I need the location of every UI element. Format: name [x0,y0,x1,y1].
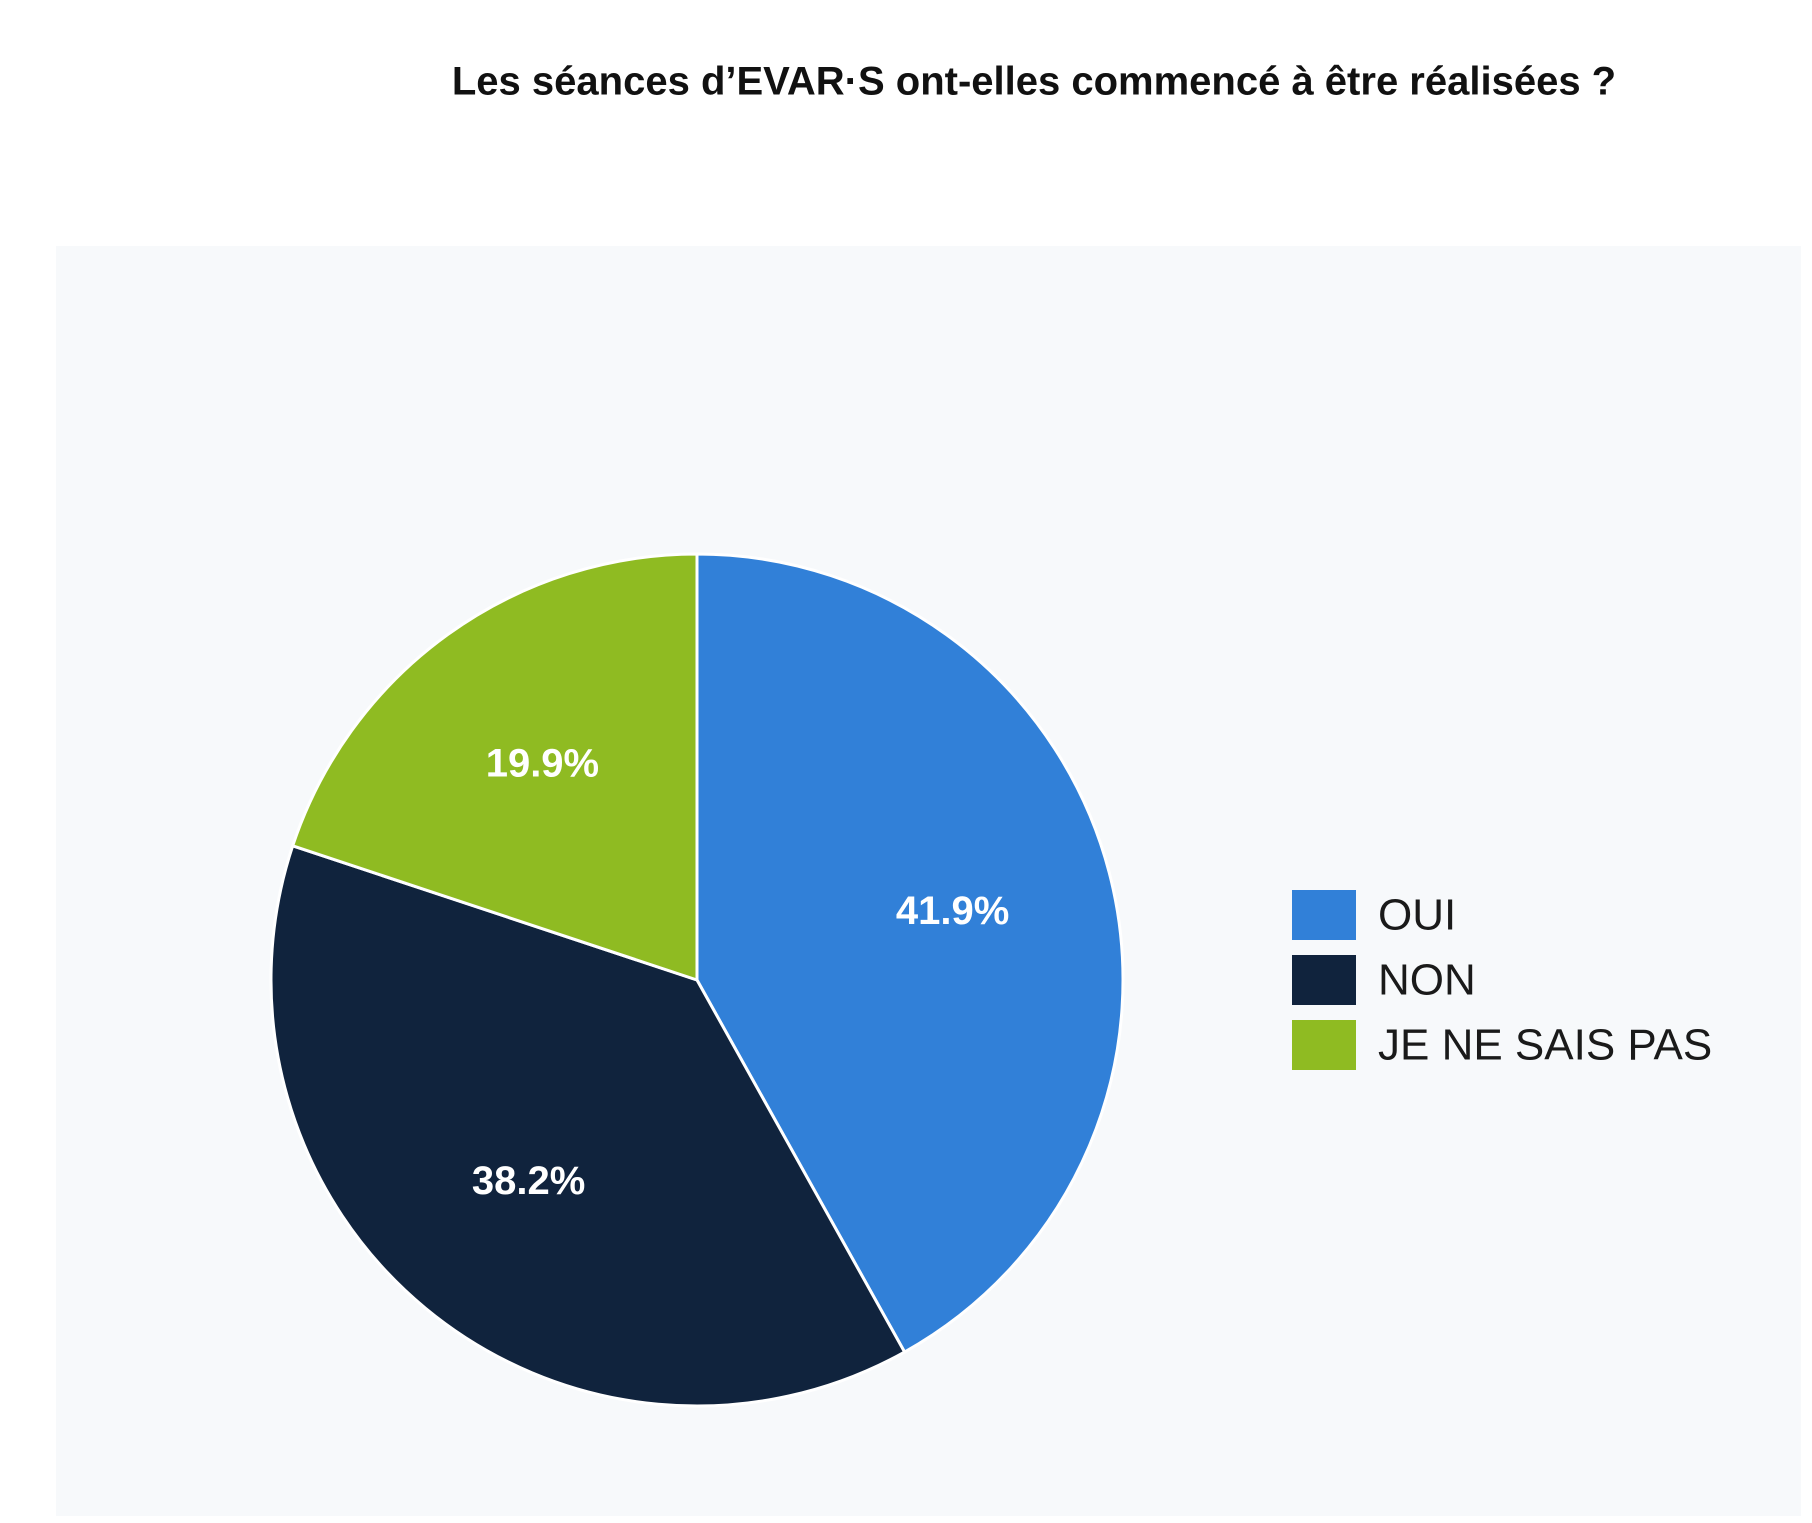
legend-swatch [1292,955,1356,1005]
data-label: 38.2% [472,1159,585,1203]
data-label: 41.9% [896,889,1009,933]
chart-title: Les séances d’EVAR·S ont-elles commencé … [452,60,1616,104]
pie-slice [695,552,1125,1355]
data-label: 19.9% [486,741,599,785]
legend-label: OUI [1378,891,1456,940]
legend-swatch [1292,890,1356,940]
pie-slice [269,843,907,1408]
legend-label: JE NE SAIS PAS [1378,1021,1712,1070]
legend-label: NON [1378,956,1476,1005]
pie-slice [290,552,699,983]
legend-swatch [1292,1020,1356,1070]
